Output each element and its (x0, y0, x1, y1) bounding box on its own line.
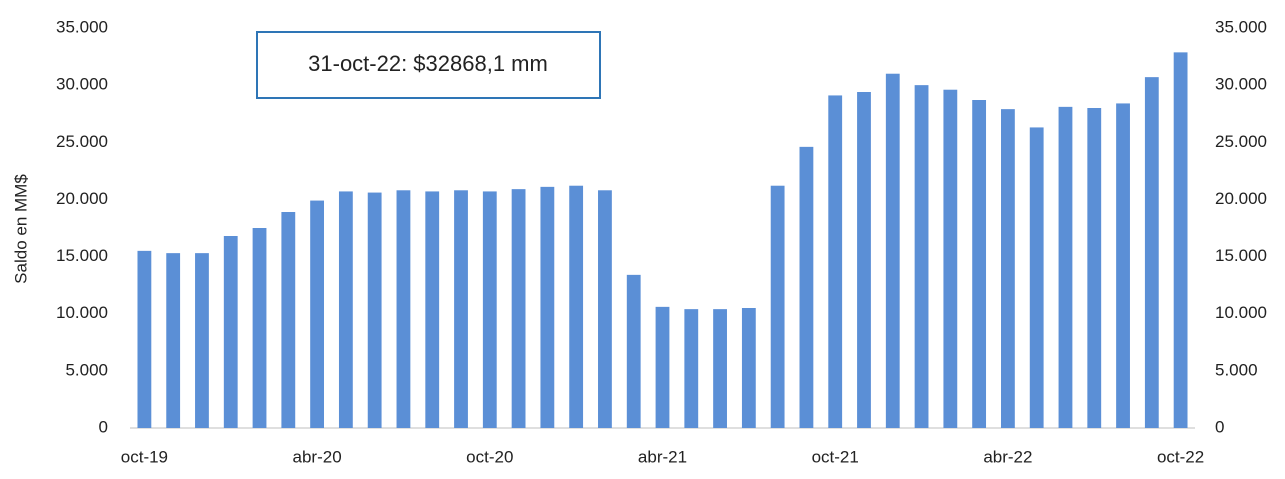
bar (367, 192, 382, 428)
y-tick-label: 15.000 (56, 246, 108, 265)
bar (137, 250, 152, 428)
bar (1058, 106, 1073, 428)
bar (828, 95, 843, 428)
bar (885, 73, 900, 428)
bar (540, 186, 555, 428)
y-tick-label: 0 (99, 417, 108, 436)
y2-tick-label: 35.000 (1215, 17, 1267, 36)
bar (396, 190, 411, 428)
bar (770, 185, 785, 428)
bar (252, 228, 267, 428)
bar (741, 308, 756, 428)
bar (972, 100, 987, 428)
bar (425, 191, 440, 428)
x-tick-label: oct-21 (812, 447, 859, 466)
y2-tick-label: 20.000 (1215, 189, 1267, 208)
bar (1029, 127, 1044, 428)
x-tick-label: oct-22 (1157, 447, 1204, 466)
y2-tick-label: 30.000 (1215, 75, 1267, 94)
bar (166, 253, 181, 428)
bar (569, 185, 584, 428)
bar (626, 274, 641, 428)
bar (655, 306, 670, 428)
bar (684, 309, 699, 428)
bar (1173, 52, 1188, 429)
y2-tick-label: 0 (1215, 417, 1224, 436)
annotation: 31-oct-22: $32868,1 mm (308, 51, 548, 76)
y-tick-label: 25.000 (56, 132, 108, 151)
bar (454, 190, 468, 428)
bar (598, 190, 612, 428)
bar (338, 191, 353, 428)
bar (713, 309, 727, 428)
annotation-box (256, 31, 601, 99)
y2-tick-label: 15.000 (1215, 246, 1267, 265)
bar (281, 212, 296, 428)
y-axis-label: Saldo en MM$ (11, 174, 30, 284)
x-tick-label: oct-20 (466, 447, 513, 466)
bar (799, 146, 814, 428)
y-tick-label: 20.000 (56, 189, 108, 208)
bar (1144, 77, 1159, 429)
y2-tick-label: 10.000 (1215, 303, 1267, 322)
bar (857, 92, 871, 428)
bar (482, 191, 497, 428)
y-tick-label: 35.000 (56, 17, 108, 36)
x-tick-label: abr-21 (638, 447, 687, 466)
bar (1000, 109, 1015, 429)
x-tick-label: abr-22 (983, 447, 1032, 466)
bar (943, 89, 958, 428)
bar (195, 253, 209, 428)
bar (310, 200, 325, 428)
y2-tick-label: 5.000 (1215, 360, 1258, 379)
x-tick-label: abr-20 (293, 447, 342, 466)
x-tick-label: oct-19 (121, 447, 168, 466)
y-tick-label: 10.000 (56, 303, 108, 322)
bar (1116, 103, 1130, 428)
bar (223, 236, 238, 428)
y2-tick-label: 25.000 (1215, 132, 1267, 151)
bar (511, 189, 526, 428)
bar (1087, 108, 1102, 428)
y-tick-label: 5.000 (65, 360, 108, 379)
bar (914, 85, 929, 429)
y-tick-label: 30.000 (56, 75, 108, 94)
